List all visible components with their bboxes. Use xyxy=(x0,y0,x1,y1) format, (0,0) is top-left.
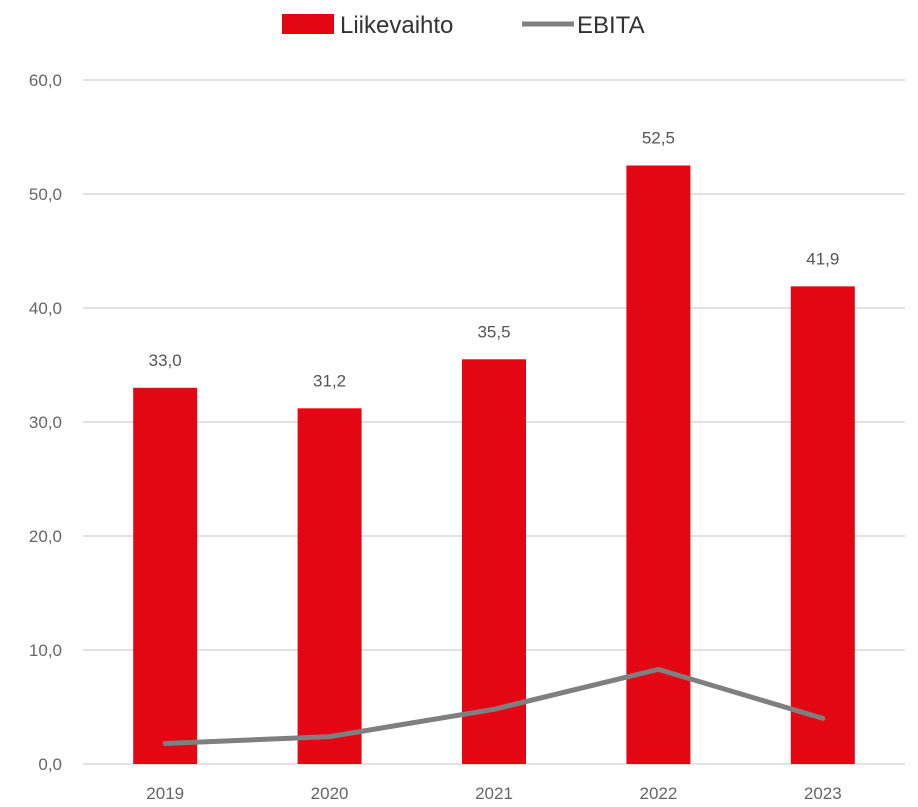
bar-value-label: 33,0 xyxy=(149,351,182,370)
legend-label-ebita: EBITA xyxy=(577,12,645,39)
y-tick-label: 30,0 xyxy=(29,413,62,432)
chart-legend: Liikevaihto EBITA xyxy=(282,12,645,39)
y-tick-label: 10,0 xyxy=(29,641,62,660)
x-tick-label: 2023 xyxy=(804,784,842,803)
line-series-ebita xyxy=(162,666,826,746)
y-axis: 0,0 10,0 20,0 30,0 40,0 50,0 60,0 xyxy=(29,71,62,774)
y-tick-label: 60,0 xyxy=(29,71,62,90)
bar-value-label: 35,5 xyxy=(477,322,510,341)
bar xyxy=(626,165,691,764)
legend-label-liikevaihto: Liikevaihto xyxy=(340,12,453,39)
bar-value-label: 52,5 xyxy=(642,129,675,148)
y-tick-label: 20,0 xyxy=(29,527,62,546)
bar-series-liikevaihto xyxy=(133,165,855,764)
x-tick-label: 2019 xyxy=(146,784,184,803)
y-tick-label: 0,0 xyxy=(38,755,62,774)
bar xyxy=(790,286,855,764)
bar xyxy=(297,408,362,764)
x-tick-label: 2022 xyxy=(639,784,677,803)
bar-value-labels: 33,0 31,2 35,5 52,5 41,9 xyxy=(149,129,840,391)
x-tick-label: 2020 xyxy=(311,784,349,803)
legend-swatch-liikevaihto xyxy=(282,14,334,34)
y-tick-label: 40,0 xyxy=(29,299,62,318)
x-tick-label: 2021 xyxy=(475,784,513,803)
bar xyxy=(133,387,198,764)
y-tick-label: 50,0 xyxy=(29,185,62,204)
bar xyxy=(462,359,526,764)
bar-value-label: 41,9 xyxy=(806,249,839,268)
bar-value-label: 31,2 xyxy=(313,371,346,390)
x-axis: 2019 2020 2021 2022 2023 xyxy=(146,784,841,803)
